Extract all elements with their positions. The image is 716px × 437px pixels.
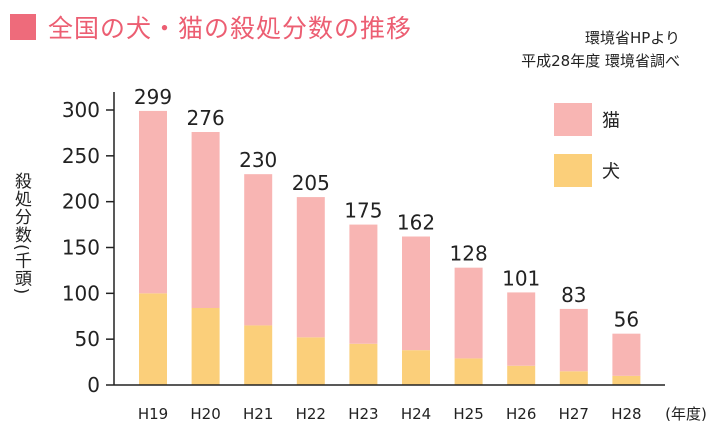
bar-dog-H21 — [244, 325, 273, 385]
total-label-H24: 162 — [397, 211, 435, 235]
total-label-H28: 56 — [614, 308, 639, 332]
y-tick-label-100: 100 — [62, 281, 100, 305]
y-tick-label-150: 150 — [62, 236, 100, 260]
bar-dog-H19 — [139, 293, 167, 385]
legend-swatch-cat — [554, 103, 592, 136]
total-label-H26: 101 — [502, 266, 540, 290]
x-axis-unit: (年度) — [665, 405, 707, 423]
x-tick-label-H25: H25 — [453, 405, 483, 423]
x-tick-label-H24: H24 — [401, 405, 431, 423]
total-label-H19: 299 — [134, 85, 172, 109]
total-label-H20: 276 — [187, 106, 225, 130]
bar-cat-H22 — [296, 197, 325, 338]
source-note: 環境省HPより — [584, 29, 680, 47]
total-label-H22: 205 — [292, 171, 330, 195]
bar-dog-H24 — [402, 350, 430, 385]
y-tick-label-0: 0 — [87, 373, 100, 397]
y-tick-label-300: 300 — [62, 98, 100, 122]
bar-dog-H20 — [191, 308, 220, 385]
legend-label-cat: 猫 — [602, 111, 620, 132]
total-label-H21: 230 — [239, 148, 277, 172]
bar-dog-H26 — [507, 365, 536, 385]
bar-cat-H20 — [191, 132, 220, 308]
total-label-H27: 83 — [561, 283, 586, 307]
y-axis-label: 殺処分数(千頭) — [11, 172, 31, 296]
survey-note: 平成28年度 環境省調べ — [521, 52, 680, 70]
bar-cat-H23 — [349, 224, 378, 344]
x-tick-label-H22: H22 — [296, 405, 326, 423]
bar-cat-H25 — [454, 267, 483, 359]
bar-cat-H26 — [507, 292, 536, 366]
bar-cat-H27 — [559, 308, 588, 372]
x-tick-label-H19: H19 — [138, 405, 168, 423]
legend-label-dog: 犬 — [602, 162, 620, 183]
bar-cat-H21 — [244, 174, 273, 326]
bar-cat-H28 — [612, 333, 641, 376]
chart-title: 全国の犬・猫の殺処分数の推移 — [48, 14, 413, 43]
y-tick-label-50: 50 — [75, 327, 100, 351]
total-label-H23: 175 — [344, 199, 382, 223]
chart-title-block: 全国の犬・猫の殺処分数の推移 — [10, 10, 412, 44]
x-tick-label-H26: H26 — [506, 405, 536, 423]
x-tick-label-H27: H27 — [559, 405, 589, 423]
legend-swatch-dog — [554, 154, 592, 187]
x-tick-label-H21: H21 — [243, 405, 273, 423]
bar-dog-H27 — [559, 371, 588, 385]
y-tick-label-200: 200 — [62, 190, 100, 214]
bar-cat-H24 — [402, 236, 430, 351]
bar-dog-H23 — [349, 343, 378, 385]
x-tick-label-H23: H23 — [348, 405, 378, 423]
bar-dog-H28 — [612, 375, 641, 385]
bar-cat-H19 — [139, 110, 167, 294]
total-label-H25: 128 — [450, 242, 488, 266]
x-tick-label-H28: H28 — [611, 405, 641, 423]
bar-dog-H25 — [454, 358, 483, 385]
x-tick-label-H20: H20 — [190, 405, 220, 423]
title-square-icon — [10, 14, 36, 40]
y-tick-label-250: 250 — [62, 144, 100, 168]
bar-dog-H22 — [296, 337, 325, 385]
